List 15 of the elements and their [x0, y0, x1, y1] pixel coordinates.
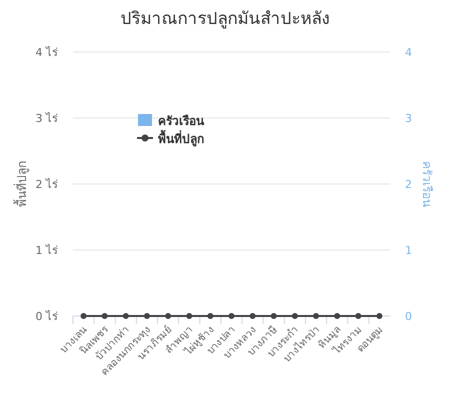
y2-tick-label: 1 [405, 244, 412, 257]
y2-tick-label: 0 [405, 310, 412, 323]
y2-tick-label: 2 [405, 178, 412, 191]
y-tick-label: 3 ไร่ [36, 112, 58, 125]
y-tick-label: 0 ไร่ [36, 310, 58, 323]
y-axis-title: พื้นที่ปลูก [13, 161, 30, 207]
legend-label: ครัวเรือน [158, 114, 205, 128]
legend-label: พื้นที่ปลูก [158, 129, 204, 147]
y2-axis-title: ครัวเรือน [420, 161, 434, 207]
chart-title: ปริมาณการปลูกมันสำปะหลัง [120, 9, 330, 29]
y-tick-label: 1 ไร่ [36, 244, 58, 257]
y-tick-label: 4 ไร่ [36, 46, 58, 59]
y2-tick-label: 3 [405, 112, 412, 125]
y2-tick-label: 4 [405, 46, 412, 59]
y-tick-label: 2 ไร่ [36, 178, 58, 191]
